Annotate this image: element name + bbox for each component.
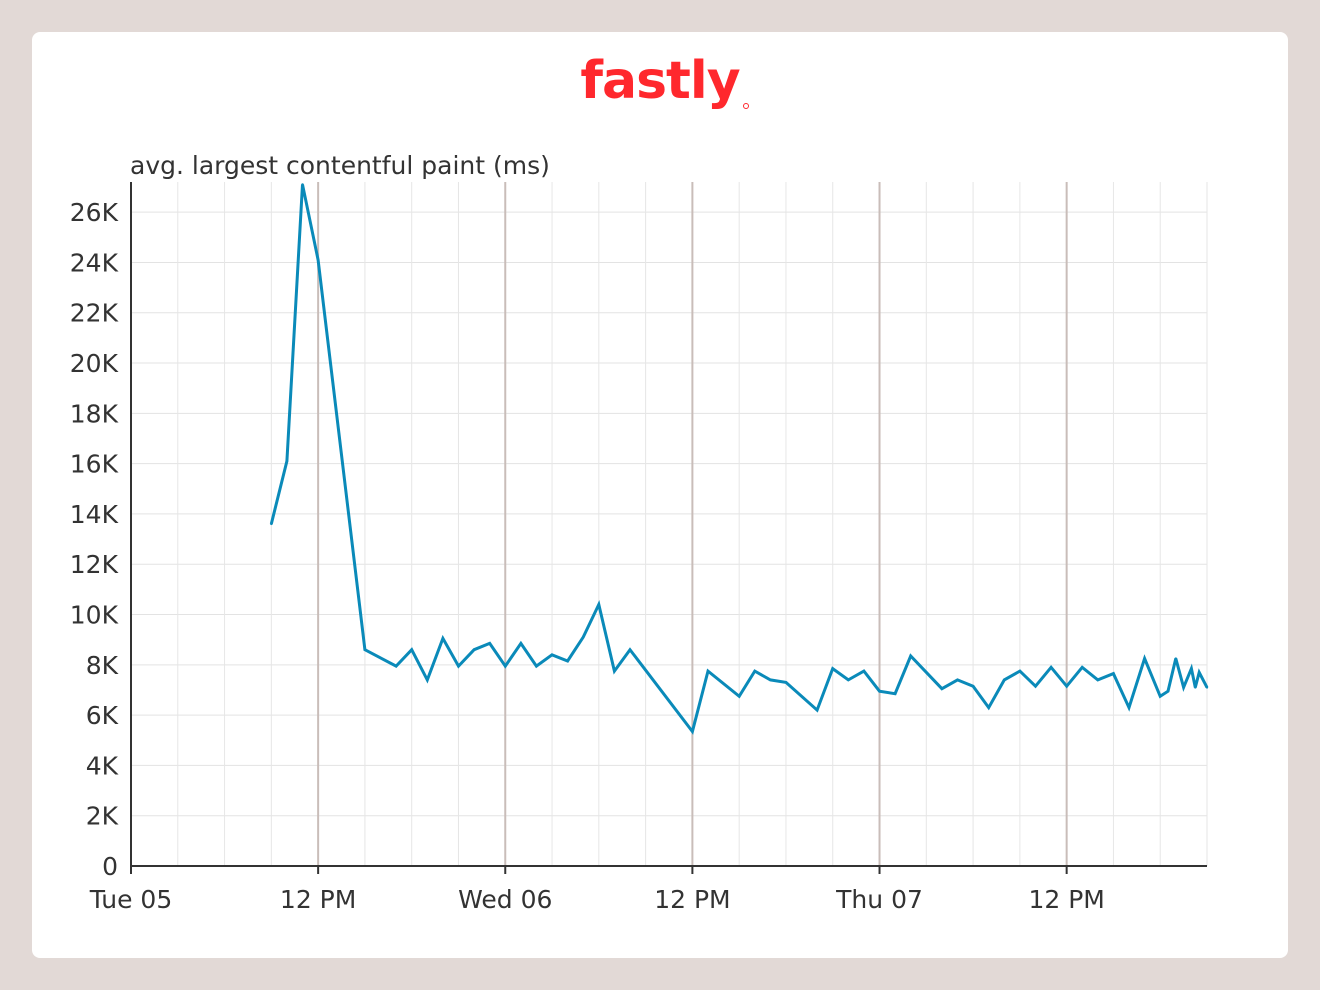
data-point <box>831 667 834 670</box>
x-tick-label: 12 PM <box>1028 885 1104 914</box>
data-point <box>301 183 304 186</box>
data-point <box>1174 657 1178 660</box>
logo-wordmark: fastly <box>580 51 739 111</box>
data-point <box>597 603 601 606</box>
data-point <box>1143 657 1146 660</box>
axes <box>130 182 1207 867</box>
x-tick-labels: Tue 05 12 PM Wed 06 12 PM Thu 07 12 PM <box>89 866 1105 914</box>
data-point <box>628 648 632 651</box>
data-point <box>1096 678 1100 682</box>
data-point <box>691 730 694 733</box>
registered-icon <box>743 103 749 109</box>
data-point <box>316 258 320 262</box>
data-point <box>956 678 959 682</box>
data-point <box>987 706 990 709</box>
fastly-logo: fastly <box>32 40 1288 130</box>
data-point <box>270 522 273 526</box>
data-point <box>566 659 569 663</box>
y-tick-label: 6K <box>86 701 119 730</box>
y-tick-label: 14K <box>70 500 119 529</box>
data-point <box>753 669 756 673</box>
data-point <box>769 678 772 682</box>
y-tick-label: 0 <box>102 852 118 881</box>
data-point <box>1182 686 1185 689</box>
y-tick-label: 8K <box>86 651 119 680</box>
x-tick-label: 12 PM <box>280 885 356 914</box>
x-tick-label: Thu 07 <box>835 885 923 914</box>
y-tick-label: 12K <box>70 550 119 579</box>
data-point <box>1166 690 1170 693</box>
data-point <box>706 669 710 673</box>
x-tick-label: 12 PM <box>654 885 730 914</box>
data-point <box>582 635 585 639</box>
data-point <box>1205 686 1209 689</box>
y-tick-label: 26K <box>70 198 119 227</box>
y-tick-label: 24K <box>70 248 119 277</box>
data-point <box>815 708 819 712</box>
data-point <box>847 678 850 682</box>
y-tick-label: 10K <box>70 601 119 630</box>
data-point <box>1159 695 1162 698</box>
data-point <box>893 692 897 695</box>
data-point <box>1127 706 1131 709</box>
y-tick-labels: 0 2K 4K 6K 8K 10K 12K 14K 16K 18K 20K 22K 24K 26K <box>70 198 119 881</box>
series-polyline <box>269 184 1209 735</box>
series-line <box>269 183 1209 735</box>
data-point <box>737 695 741 698</box>
line-chart: avg. largest contentful paint (ms) 0 2K 4K… <box>70 151 1209 914</box>
y-tick-label: 22K <box>70 299 119 328</box>
data-point <box>441 637 445 640</box>
data-point <box>519 642 523 645</box>
data-point <box>472 648 476 651</box>
y-tick-label: 20K <box>70 349 119 378</box>
y-tick-label: 2K <box>86 802 119 831</box>
data-point <box>1034 684 1037 688</box>
data-point <box>878 690 881 693</box>
x-tick-label: Wed 06 <box>458 885 552 914</box>
data-point <box>457 664 460 668</box>
data-point <box>1190 667 1193 670</box>
data-point <box>285 459 289 463</box>
data-point <box>971 684 975 688</box>
data-point <box>488 642 491 645</box>
data-point <box>1049 666 1053 669</box>
chart-card: fastly avg. largest contentful paint (ms… <box>32 32 1288 958</box>
data-point <box>1003 678 1006 682</box>
y-axis-label: avg. largest contentful paint (ms) <box>130 151 550 180</box>
data-point <box>862 669 866 673</box>
data-point <box>504 664 507 668</box>
data-point <box>550 653 554 656</box>
y-tick-label: 4K <box>86 751 119 780</box>
fastly-logo-mark: fastly <box>580 51 749 111</box>
x-tick-label: Tue 05 <box>89 885 172 914</box>
grid <box>131 182 1208 867</box>
data-point <box>940 687 944 690</box>
data-point <box>1018 669 1022 673</box>
y-tick-label: 18K <box>70 399 119 428</box>
y-tick-label: 16K <box>70 450 119 479</box>
data-point <box>410 648 413 651</box>
data-point <box>1065 684 1068 688</box>
data-point <box>535 664 538 668</box>
data-point <box>1194 686 1197 689</box>
data-point <box>1112 672 1115 675</box>
data-point <box>426 678 429 682</box>
data-point <box>363 648 367 651</box>
data-point <box>394 664 398 668</box>
data-point <box>1081 666 1084 669</box>
data-point <box>1198 671 1201 674</box>
data-point <box>909 654 912 658</box>
data-point <box>784 681 788 684</box>
data-point <box>613 669 616 673</box>
